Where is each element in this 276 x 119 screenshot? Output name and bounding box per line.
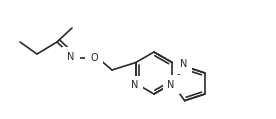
Text: N: N [131,80,139,91]
Text: N: N [168,79,175,89]
Text: N: N [67,52,75,62]
Text: N: N [180,59,187,69]
Text: O: O [90,53,98,63]
